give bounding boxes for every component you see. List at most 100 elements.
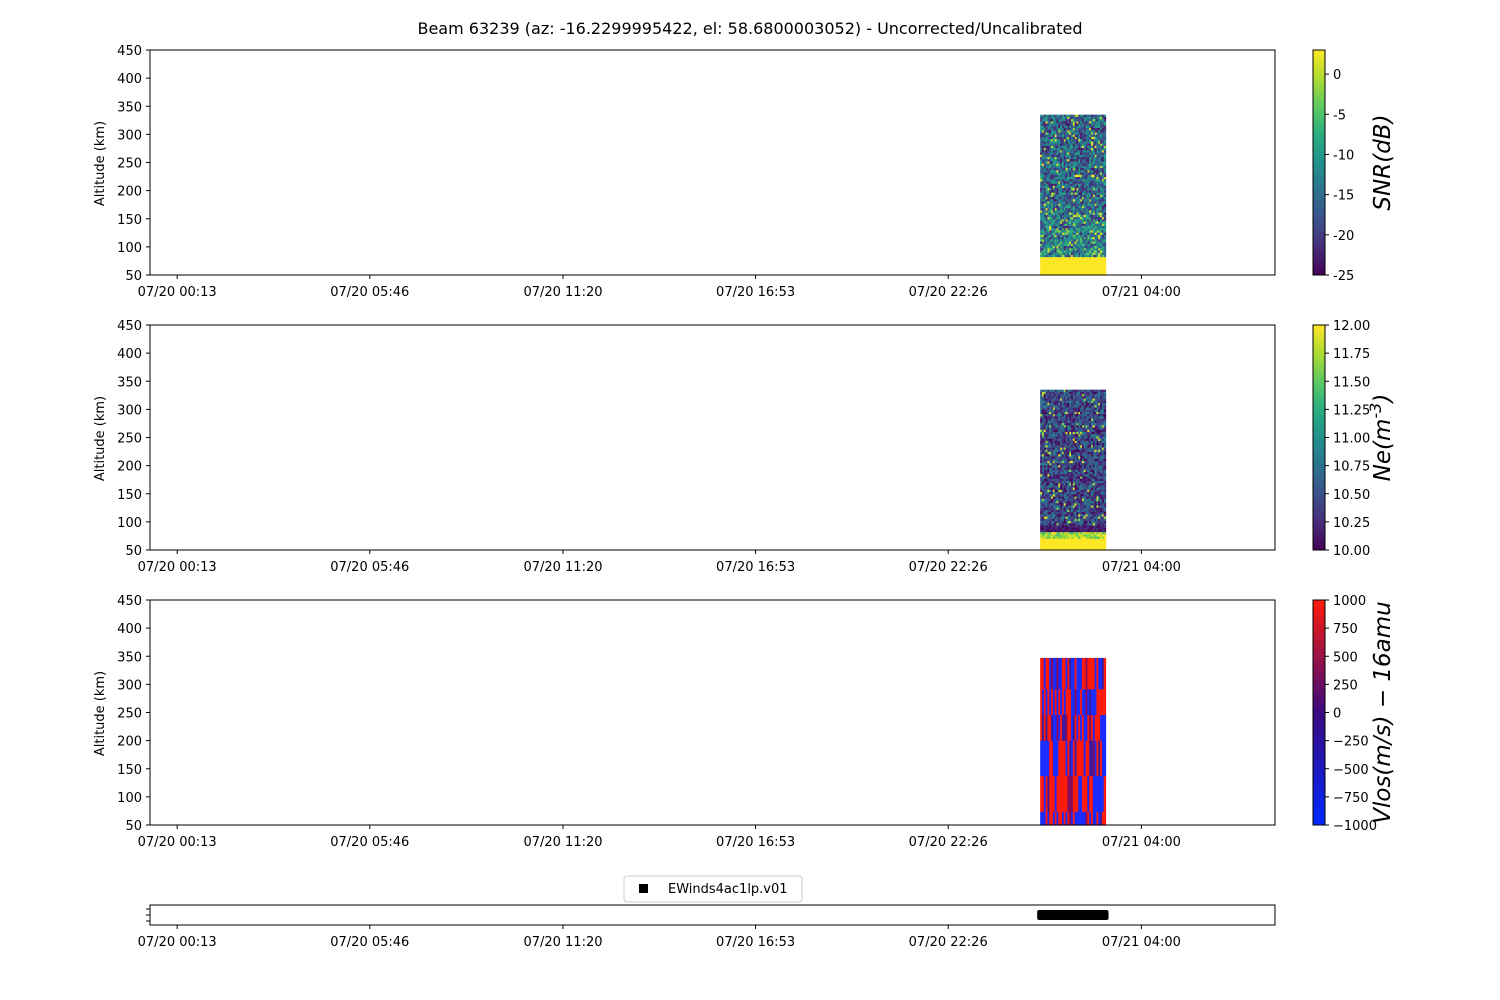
heatmap-cell bbox=[1091, 217, 1094, 220]
heatmap-cell bbox=[1092, 452, 1096, 455]
heatmap-cell bbox=[1096, 403, 1099, 406]
heatmap-cell bbox=[1074, 438, 1078, 442]
heatmap-cell bbox=[1087, 460, 1090, 464]
heatmap-cell bbox=[1080, 423, 1083, 426]
heatmap-cell bbox=[1091, 179, 1094, 183]
heatmap-cell bbox=[1063, 411, 1067, 415]
heatmap-cell bbox=[1085, 438, 1088, 442]
heatmap-cell bbox=[1081, 114, 1085, 118]
heatmap-cell bbox=[1080, 268, 1083, 272]
heatmap-cell bbox=[1071, 248, 1074, 252]
heatmap-cell bbox=[1067, 210, 1070, 214]
heatmap-cell bbox=[1072, 512, 1076, 515]
heatmap-cell bbox=[1072, 429, 1076, 433]
heatmap-cell bbox=[1103, 398, 1107, 402]
heatmap-cell bbox=[1100, 469, 1103, 473]
heatmap-cell bbox=[1103, 405, 1107, 409]
heatmap-cell bbox=[1065, 259, 1069, 263]
heatmap-cell bbox=[1100, 447, 1103, 451]
heatmap-cell bbox=[1060, 438, 1063, 442]
heatmap-cell bbox=[1096, 483, 1099, 487]
heatmap-cell bbox=[1043, 403, 1047, 406]
heatmap-cell bbox=[1087, 223, 1090, 227]
heatmap-cell bbox=[1071, 165, 1074, 169]
heatmap-cell bbox=[1100, 403, 1103, 406]
heatmap-cell bbox=[1067, 509, 1070, 513]
heatmap-cell bbox=[1081, 174, 1085, 178]
heatmap-cell bbox=[1047, 418, 1050, 422]
heatmap-cell bbox=[1074, 268, 1078, 272]
heatmap-cell bbox=[1092, 458, 1096, 462]
heatmap-cell bbox=[1076, 512, 1079, 515]
heatmap-cell bbox=[1074, 503, 1078, 507]
heatmap-cell bbox=[1085, 199, 1088, 203]
heatmap-cell bbox=[1069, 434, 1072, 438]
heatmap-cell bbox=[1081, 458, 1085, 462]
heatmap-cell bbox=[1054, 210, 1058, 214]
heatmap-cell bbox=[1078, 492, 1081, 495]
heatmap-cell bbox=[1081, 414, 1085, 418]
heatmap-cell bbox=[1096, 250, 1099, 254]
heatmap-cell bbox=[1061, 201, 1065, 205]
heatmap-cell bbox=[1091, 498, 1094, 502]
heatmap-cell bbox=[1072, 228, 1076, 232]
heatmap-cell bbox=[1047, 456, 1050, 460]
heatmap-cell bbox=[1060, 398, 1063, 402]
heatmap-cell bbox=[1074, 183, 1078, 187]
heatmap-cell bbox=[1040, 246, 1043, 249]
heatmap-cell bbox=[1100, 226, 1103, 229]
heatmap-cell bbox=[1065, 532, 1069, 536]
heatmap-cell bbox=[1092, 197, 1096, 200]
heatmap-cell bbox=[1103, 121, 1107, 125]
heatmap-cell bbox=[1063, 403, 1067, 406]
heatmap-cell bbox=[1047, 237, 1050, 240]
heatmap-cell bbox=[1045, 121, 1049, 125]
heatmap-cell bbox=[1071, 532, 1074, 536]
heatmap-cell bbox=[1049, 121, 1052, 125]
heatmap-cell bbox=[1072, 465, 1076, 469]
heatmap-cell bbox=[1103, 154, 1107, 158]
heatmap-cell bbox=[1078, 170, 1081, 174]
heatmap-cell bbox=[1054, 469, 1058, 473]
heatmap-cell bbox=[1060, 139, 1063, 143]
heatmap-cell bbox=[1100, 132, 1103, 136]
heatmap-cell bbox=[1065, 246, 1069, 249]
heatmap-cell bbox=[1080, 181, 1083, 185]
heatmap-cell bbox=[1069, 409, 1072, 413]
heatmap-cell bbox=[1063, 436, 1067, 440]
heatmap-cell bbox=[1080, 237, 1083, 240]
heatmap-cell bbox=[1080, 130, 1083, 134]
heatmap-cell bbox=[1091, 152, 1094, 156]
heatmap-cell bbox=[1098, 119, 1101, 122]
heatmap-cell bbox=[1101, 136, 1105, 140]
heatmap-cell bbox=[1083, 447, 1087, 451]
heatmap-cell bbox=[1103, 161, 1107, 165]
heatmap-cell bbox=[1072, 489, 1076, 493]
heatmap-cell bbox=[1096, 505, 1099, 509]
heatmap-cell bbox=[1087, 130, 1090, 134]
axes-frame-snr bbox=[149, 49, 1276, 276]
heatmap-cell bbox=[1092, 170, 1096, 174]
heatmap-cell bbox=[1081, 516, 1085, 520]
heatmap-cell bbox=[1061, 389, 1065, 393]
heatmap-cell bbox=[1058, 429, 1061, 433]
heatmap-cell bbox=[1071, 219, 1074, 223]
heatmap-cell bbox=[1061, 272, 1065, 276]
heatmap-cell bbox=[1045, 411, 1049, 415]
heatmap-cell bbox=[1076, 241, 1079, 245]
heatmap-cell bbox=[1049, 447, 1052, 451]
heatmap-cell bbox=[1098, 456, 1101, 460]
heatmap-cell bbox=[1092, 254, 1096, 258]
heatmap-cell bbox=[1071, 159, 1074, 163]
heatmap-cell bbox=[1041, 487, 1045, 491]
heatmap-cell bbox=[1072, 177, 1076, 180]
heatmap-cell bbox=[1071, 474, 1074, 478]
heatmap-cell bbox=[1065, 512, 1069, 515]
heatmap-cell bbox=[1076, 476, 1079, 480]
heatmap-cell bbox=[1081, 194, 1085, 198]
heatmap-cell bbox=[1094, 467, 1098, 471]
heatmap-cell bbox=[1076, 411, 1079, 415]
heatmap-cell bbox=[1100, 170, 1103, 174]
heatmap-cell bbox=[1098, 208, 1101, 212]
heatmap-cell bbox=[1091, 190, 1094, 194]
